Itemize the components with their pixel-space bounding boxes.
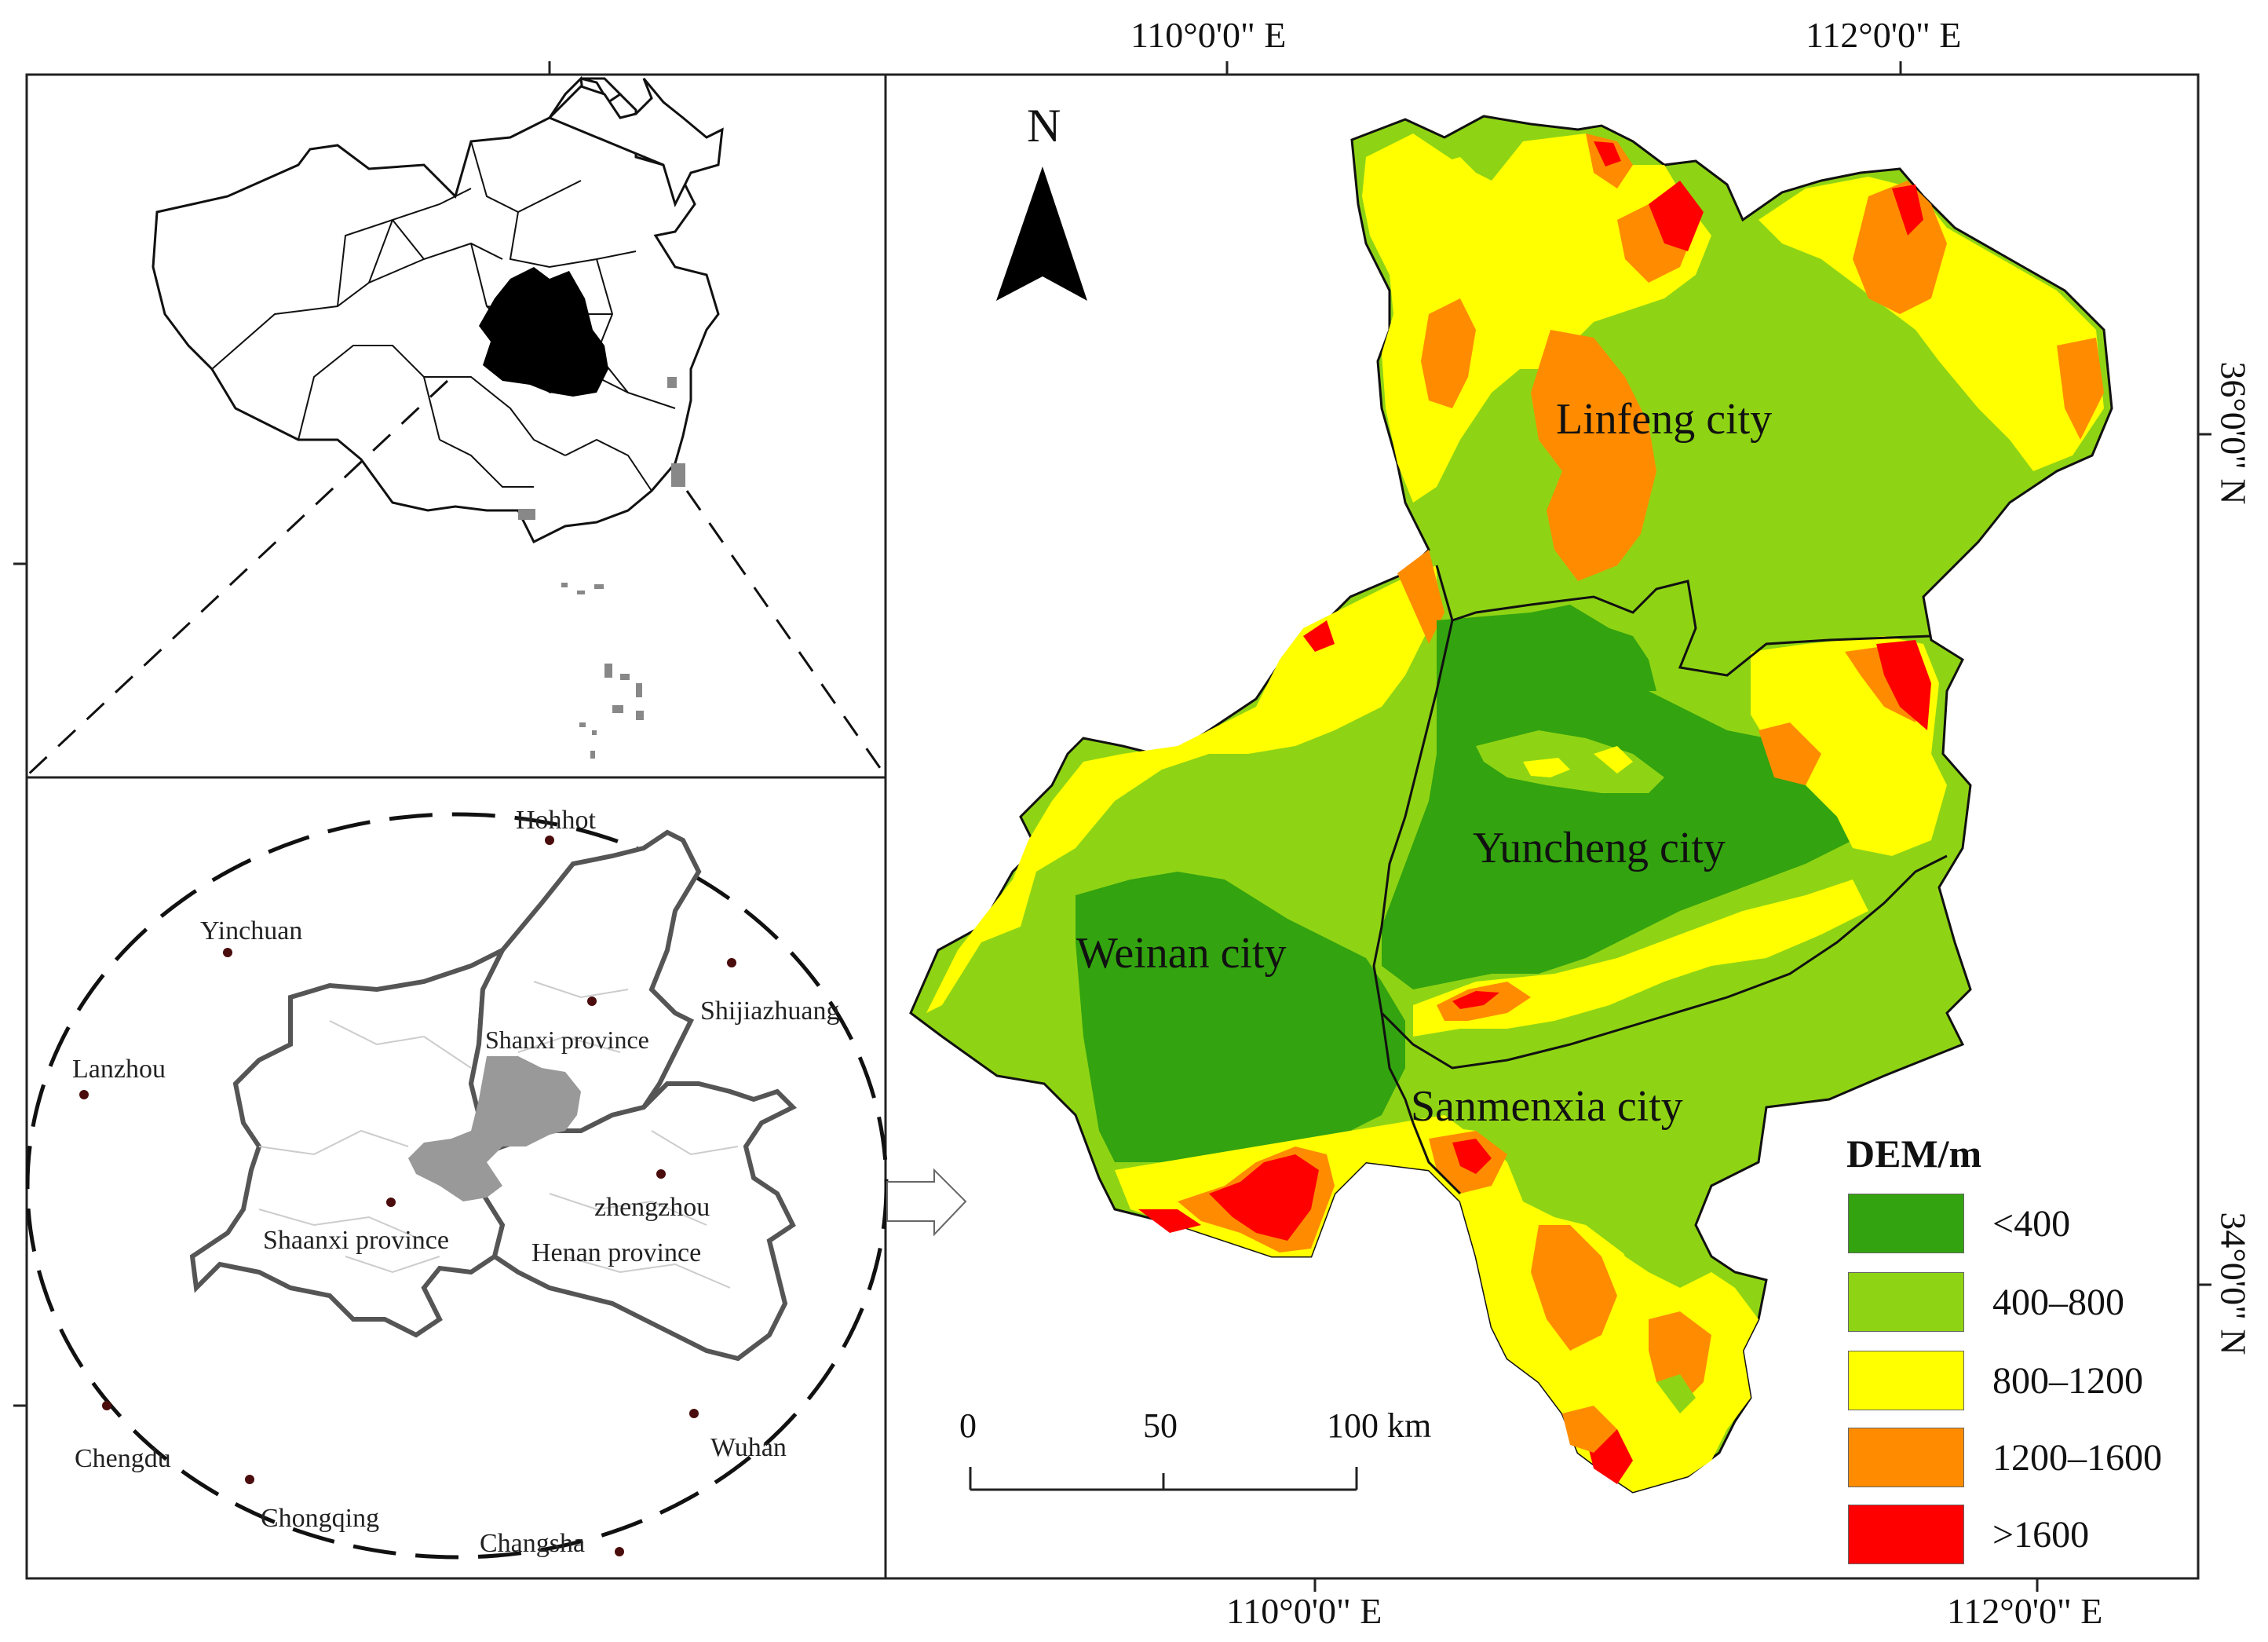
zoom-line-left [25,379,449,777]
north-arrow-icon [996,166,1087,301]
city-label-shijiazhuang: Shijiazhuang [700,997,840,1026]
zoom-line-right [685,490,887,777]
legend-swatch-5 [1848,1505,1964,1564]
city-label-sanmenxia: Sanmenxia city [1411,1082,1683,1131]
city-label-yuncheng: Yuncheng city [1473,824,1726,872]
city-label-changsha: Changsha [480,1529,585,1558]
city-label-linfeng: Linfeng city [1556,395,1772,444]
legend-swatch-2 [1848,1272,1964,1332]
city-label-zhengzhou: zhengzhou [594,1193,710,1222]
scale-label-100: 100 km [1327,1406,1432,1445]
right-axis-label-34: 34°0'0" N [2213,1212,2254,1355]
china-northeast-extension [547,78,724,208]
bottom-axis-label-112: 112°0'0" E [1947,1591,2103,1631]
china-north-extension [580,77,623,104]
top-axis-label-112: 112°0'0" E [1806,15,1962,55]
legend-swatch-3 [1848,1351,1964,1410]
legend-swatch-1 [1848,1194,1964,1253]
legend-item: 1200–1600 [1848,1428,2162,1487]
legend-label-3: 800–1200 [1992,1359,2143,1402]
north-arrow: N [996,100,1087,301]
legend-item: >1600 [1848,1505,2089,1564]
city-label-chengdu: Chengdu [75,1444,171,1473]
province-label-shaanxi: Shaanxi province [263,1226,449,1255]
county-lines [258,981,739,1289]
city-label-lanzhou: Lanzhou [72,1055,166,1084]
province-label-shanxi: Shanxi province [485,1026,649,1054]
city-boundaries [1372,565,1948,1195]
legend-swatch-4 [1848,1428,1964,1487]
legend-item: 400–800 [1848,1272,2124,1332]
legend-label-2: 400–800 [1992,1281,2124,1323]
henan-outline [480,1081,798,1362]
city-label-chongqing: Chongqing [261,1504,379,1533]
study-area-gray [408,1056,581,1201]
city-markers [79,836,736,1556]
city-label-hohhot: Hohhot [516,806,597,835]
scale-label-0: 0 [959,1406,977,1445]
figure-frame [25,73,2200,1580]
zoom-arrow [886,1168,967,1237]
city-label-wuhan: Wuhan [710,1433,787,1462]
scale-label-50: 50 [1143,1406,1178,1445]
right-axis-label-36: 36°0'0" N [2213,361,2254,505]
china-overview-map [25,75,887,777]
legend-label-1: <400 [1992,1202,2071,1245]
china-outline [152,75,720,544]
region-map: Hohhot Yinchuan Shijiazhuang Lanzhou zhe… [25,806,889,1560]
study-area-highlight [479,267,608,397]
legend-label-4: 1200–1600 [1992,1436,2162,1479]
legend-title: DEM/m [1846,1132,1982,1176]
north-arrow-label: N [1027,100,1061,152]
top-axis-label-110: 110°0'0" E [1130,15,1287,55]
south-sea-islands [518,377,685,759]
elevation-zones [926,133,2104,1492]
city-label-weinan: Weinan city [1076,929,1287,978]
axis-ticks [13,61,2211,1592]
province-label-henan: Henan province [531,1238,701,1267]
bottom-axis-label-110: 110°0'0" E [1226,1591,1382,1631]
scale-bar [969,1467,1358,1491]
dem-map: Linfeng city Yuncheng city Weinan city S… [909,115,2113,1494]
legend-item: 800–1200 [1848,1351,2143,1410]
legend-item: <400 [1848,1194,2070,1253]
legend-label-5: >1600 [1992,1513,2090,1556]
city-label-yinchuan: Yinchuan [200,916,302,945]
